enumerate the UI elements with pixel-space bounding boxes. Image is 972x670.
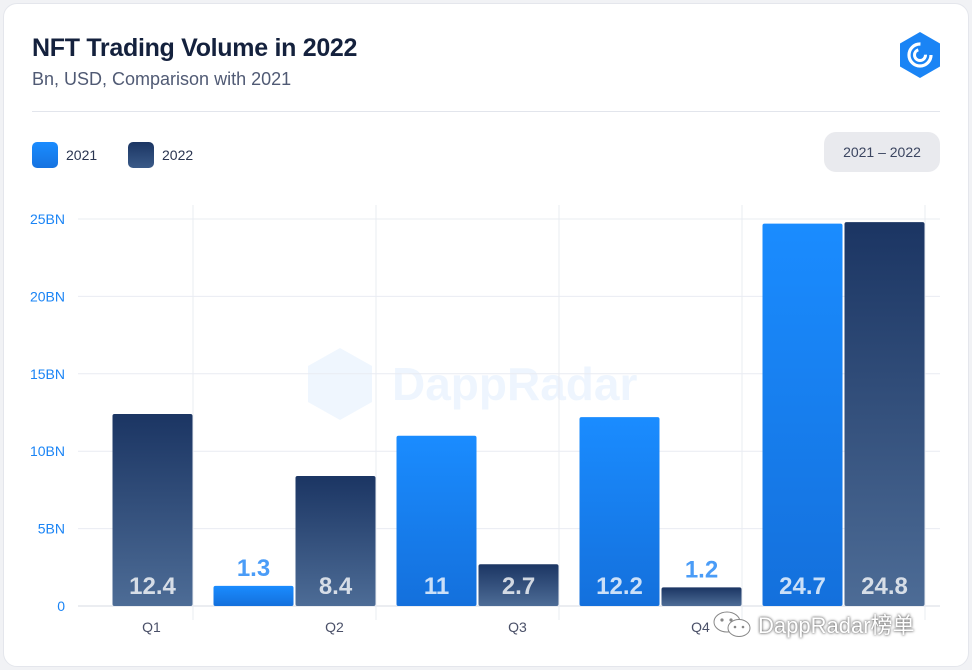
wechat-watermark-text: DappRadar榜单 bbox=[758, 613, 915, 638]
bar-value-label: 1.2 bbox=[685, 556, 718, 583]
legend-swatch-2022 bbox=[128, 142, 154, 168]
x-tick-label: Q4 bbox=[691, 619, 710, 635]
bar-2022-total[interactable] bbox=[844, 222, 925, 606]
legend-swatch-2021 bbox=[32, 142, 58, 168]
dappradar-logo-icon bbox=[900, 32, 940, 78]
wechat-watermark: DappRadar榜单 bbox=[712, 608, 915, 640]
legend-item-2021[interactable]: 2021 bbox=[32, 142, 97, 168]
bar-2021-total[interactable] bbox=[762, 223, 843, 607]
date-range-button[interactable]: 2021 – 2022 bbox=[824, 132, 940, 172]
bar-value-label: 11 bbox=[424, 573, 449, 600]
bar-value-label: 8.4 bbox=[319, 573, 353, 600]
x-tick-label: Q3 bbox=[508, 619, 527, 635]
chart-title: NFT Trading Volume in 2022 bbox=[32, 34, 358, 62]
bar-value-label: 12.4 bbox=[129, 573, 176, 600]
bar-value-label: 24.8 bbox=[861, 573, 908, 600]
header-divider bbox=[32, 111, 940, 112]
y-tick-label: 15BN bbox=[30, 366, 65, 382]
bar-2022-Q3[interactable] bbox=[478, 564, 559, 606]
bar-2021-Q3[interactable] bbox=[396, 435, 477, 606]
bar-2022-Q4[interactable] bbox=[661, 587, 742, 606]
legend-label-2021: 2021 bbox=[66, 147, 98, 163]
watermark-logo-icon bbox=[308, 348, 372, 420]
wechat-icon bbox=[713, 611, 751, 637]
y-tick-label: 0 bbox=[57, 598, 65, 614]
legend-item-2022[interactable]: 2022 bbox=[128, 142, 193, 168]
y-tick-label: 5BN bbox=[38, 521, 65, 537]
bar-value-label: 2.7 bbox=[502, 573, 535, 600]
bar-2021-Q2[interactable] bbox=[213, 585, 294, 606]
x-tick-label: Q1 bbox=[142, 619, 161, 635]
watermark-text: DappRadar bbox=[392, 358, 637, 410]
bar-2022-Q2[interactable] bbox=[295, 475, 376, 606]
bar-value-label: 24.7 bbox=[779, 573, 826, 600]
bar-2022-Q1[interactable] bbox=[112, 414, 193, 606]
legend-label-2022: 2022 bbox=[162, 147, 194, 163]
bar-value-label: 12.2 bbox=[596, 573, 643, 600]
bar-value-label: 1.3 bbox=[237, 555, 270, 582]
chart-subtitle: Bn, USD, Comparison with 2021 bbox=[32, 69, 292, 89]
x-tick-label: Q2 bbox=[325, 619, 344, 635]
bar-2021-Q4[interactable] bbox=[579, 417, 660, 606]
y-tick-label: 20BN bbox=[30, 288, 65, 304]
dappradar-watermark: DappRadar bbox=[308, 348, 637, 420]
y-tick-label: 25BN bbox=[30, 211, 65, 227]
y-tick-label: 10BN bbox=[30, 443, 65, 459]
